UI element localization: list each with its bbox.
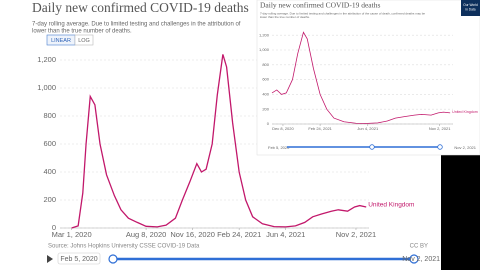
- timeline-end: Nov 2, 2021: [402, 256, 440, 263]
- play-button[interactable]: [47, 255, 53, 263]
- x-tick-label: Nov 16, 2020: [170, 230, 215, 239]
- series-label: United Kingdom: [368, 202, 414, 209]
- log-label[interactable]: LOG: [78, 38, 90, 44]
- inset-timeline-handle[interactable]: [437, 144, 443, 150]
- timeline-handle[interactable]: [409, 254, 419, 264]
- y-tick-label: 0: [52, 223, 56, 232]
- timeline-start: Feb 5, 2020: [60, 256, 97, 263]
- x-tick-label: Feb 24, 2021: [217, 230, 261, 239]
- y-tick-label: 1,000: [259, 47, 270, 52]
- license[interactable]: CC BY: [410, 244, 428, 250]
- chart-subtitle: lower than the true number of deaths.: [32, 29, 132, 35]
- series-label: United Kingdom: [452, 110, 478, 114]
- y-tick-label: 200: [43, 195, 56, 204]
- background-black: [441, 155, 480, 270]
- inset-chart: Daily new confirmed COVID-19 deaths7-day…: [259, 1, 478, 131]
- chart-subtitle: 7-day rolling average. Due to limited te…: [260, 11, 425, 15]
- inset-timeline-end: Nov 2, 2021: [454, 145, 476, 150]
- start-date-box: [57, 252, 101, 265]
- y-tick-label: 400: [262, 91, 269, 96]
- y-tick-label: 200: [262, 106, 269, 111]
- x-tick-label: Nov 2, 2021: [336, 230, 376, 239]
- timeline-handle[interactable]: [108, 254, 118, 264]
- source[interactable]: Source: Johns Hopkins University CSSE CO…: [48, 244, 200, 250]
- log-button[interactable]: [74, 34, 94, 46]
- chart-title: Daily new confirmed COVID-19 deaths: [260, 1, 380, 10]
- inset-timeline-start: Feb 5, 2020: [268, 145, 290, 150]
- inset-timeline-handle[interactable]: [369, 144, 375, 150]
- y-tick-label: 0: [267, 121, 270, 126]
- x-tick-label: Feb 24, 2021: [308, 126, 332, 131]
- y-tick-label: 400: [43, 167, 56, 176]
- chart-subtitle: 7-day rolling average. Due to limited te…: [32, 22, 241, 28]
- y-tick-label: 1,000: [37, 83, 56, 92]
- logo-text: in Data: [465, 7, 475, 11]
- logo: [461, 0, 480, 16]
- y-tick-label: 1,200: [37, 55, 56, 64]
- y-tick-label: 800: [43, 111, 56, 120]
- x-tick-label: Aug 8, 2020: [126, 230, 166, 239]
- x-tick-label: Jun 4, 2021: [266, 230, 305, 239]
- y-tick-label: 600: [43, 139, 56, 148]
- y-tick-label: 600: [262, 77, 269, 82]
- y-tick-label: 800: [262, 62, 269, 67]
- y-tick-label: 1,200: [259, 32, 270, 37]
- data-line: [271, 31, 451, 124]
- chart-title: Daily new confirmed COVID-19 deaths: [32, 0, 249, 15]
- linear-label[interactable]: LINEAR: [51, 38, 71, 44]
- logo-text: Our World: [463, 3, 478, 7]
- x-tick-label: Dec 8, 2020: [272, 126, 294, 131]
- data-line: [71, 54, 367, 229]
- x-tick-label: Nov 2, 2021: [429, 126, 451, 131]
- inset-panel: [256, 0, 480, 156]
- x-tick-label: Mar 1, 2020: [52, 230, 92, 239]
- x-tick-label: Jun 4, 2021: [357, 126, 379, 131]
- chart-subtitle: lower than the true number of deaths.: [260, 15, 310, 19]
